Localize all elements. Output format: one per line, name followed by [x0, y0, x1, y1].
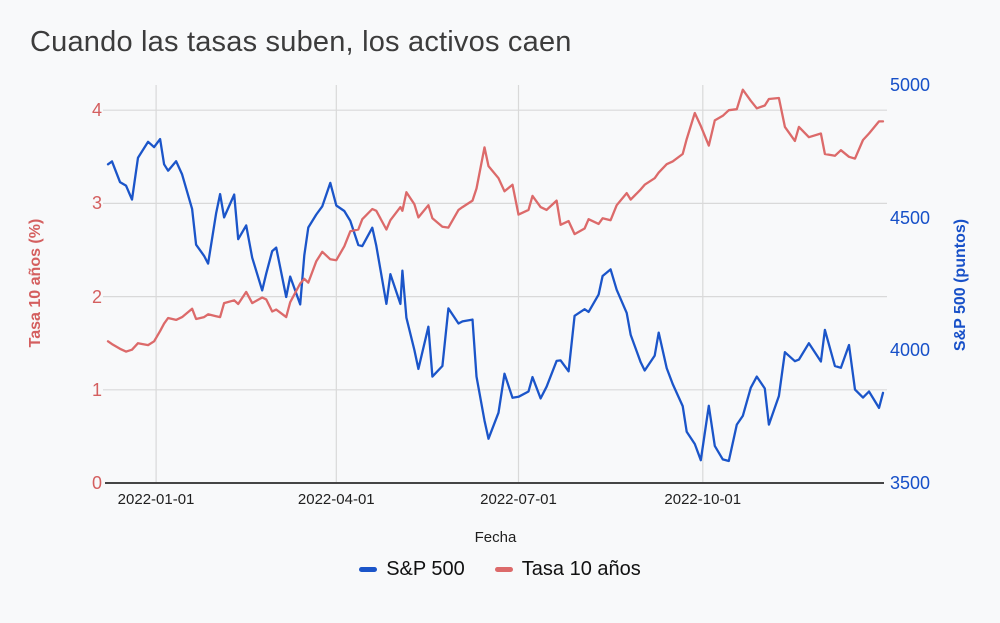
- left-axis-tick: 0: [91, 473, 102, 493]
- sp500-legend-label: S&P 500: [386, 558, 465, 580]
- right-axis-tick: 3500: [890, 473, 931, 493]
- left-axis-tick: 1: [91, 379, 102, 400]
- x-axis-tick: 2022-01-01: [117, 491, 195, 508]
- sp500-line: [106, 137, 885, 463]
- right-axis-title: S&P 500 (puntos): [952, 218, 969, 352]
- rate-line: [106, 88, 885, 353]
- x-axis-tick: 2022-10-01: [664, 491, 742, 508]
- legend: S&P 500 Tasa 10 años: [0, 558, 1000, 581]
- left-axis-tick: 2: [91, 286, 102, 307]
- left-axis-title: Tasa 10 años (%): [27, 218, 44, 348]
- tasa-legend-swatch: [494, 567, 513, 572]
- chart-title: Cuando las tasas suben, los activos caen: [30, 26, 572, 58]
- x-axis-title: Fecha: [474, 529, 517, 546]
- legend-item-tasa: Tasa 10 años: [494, 558, 641, 581]
- tasa-legend-label: Tasa 10 años: [521, 558, 641, 580]
- legend-item-sp500: S&P 500: [359, 558, 465, 581]
- right-axis-tick: 5000: [890, 75, 931, 95]
- left-axis-tick: 3: [91, 193, 102, 214]
- sp500-legend-swatch: [359, 567, 378, 572]
- right-axis-tick: 4500: [890, 207, 931, 228]
- right-axis-tick: 4000: [890, 340, 931, 361]
- left-axis-tick: 4: [91, 100, 102, 121]
- x-axis-tick: 2022-04-01: [297, 491, 375, 508]
- x-axis-tick: 2022-07-01: [480, 491, 557, 508]
